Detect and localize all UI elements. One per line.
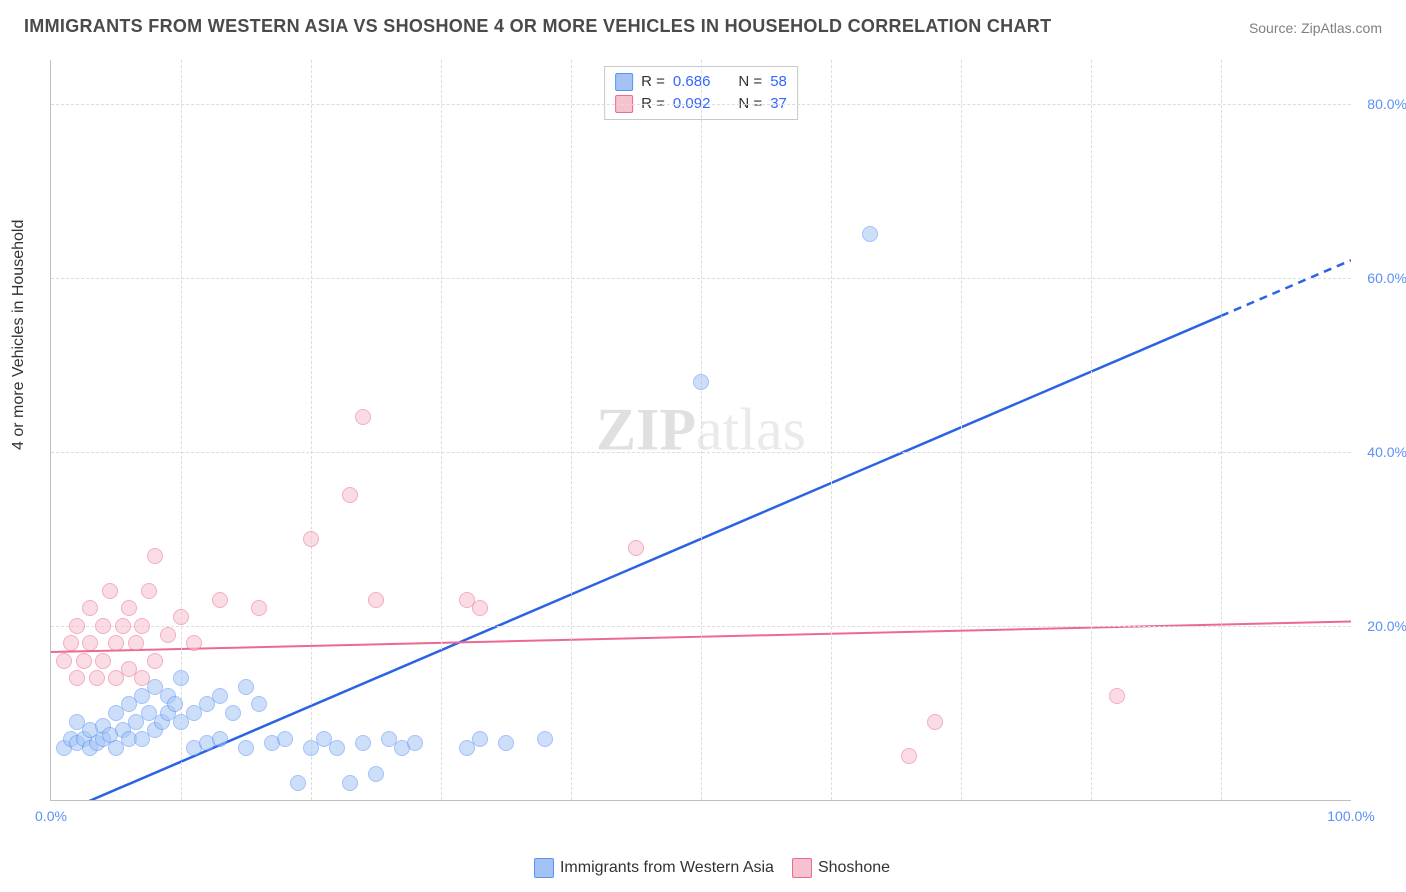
y-tick-label: 80.0% (1367, 96, 1406, 112)
scatter-point (160, 627, 176, 643)
scatter-point (537, 731, 553, 747)
scatter-point (498, 735, 514, 751)
scatter-point (1109, 688, 1125, 704)
scatter-point (212, 731, 228, 747)
scatter-point (927, 714, 943, 730)
scatter-point (76, 653, 92, 669)
scatter-point (407, 735, 423, 751)
grid-vertical (701, 60, 702, 800)
scatter-point (303, 531, 319, 547)
grid-vertical (1091, 60, 1092, 800)
scatter-point (95, 618, 111, 634)
legend-n-value: 58 (770, 71, 787, 93)
scatter-point (342, 775, 358, 791)
scatter-point (368, 766, 384, 782)
scatter-point (238, 679, 254, 695)
scatter-point (186, 635, 202, 651)
scatter-point (147, 653, 163, 669)
grid-vertical (831, 60, 832, 800)
scatter-point (141, 583, 157, 599)
legend-r-label: R = (641, 71, 665, 93)
scatter-point (251, 600, 267, 616)
scatter-point (342, 487, 358, 503)
scatter-point (355, 735, 371, 751)
scatter-point (167, 696, 183, 712)
y-tick-label: 40.0% (1367, 444, 1406, 460)
scatter-point (82, 600, 98, 616)
source-prefix: Source: (1249, 20, 1301, 36)
scatter-point (368, 592, 384, 608)
scatter-point (901, 748, 917, 764)
scatter-point (134, 618, 150, 634)
scatter-point (693, 374, 709, 390)
grid-vertical (1221, 60, 1222, 800)
scatter-point (173, 609, 189, 625)
scatter-point (128, 635, 144, 651)
scatter-point (108, 635, 124, 651)
grid-horizontal (51, 452, 1351, 453)
grid-vertical (571, 60, 572, 800)
scatter-point (63, 635, 79, 651)
scatter-point (238, 740, 254, 756)
legend-r-value: 0.686 (673, 71, 711, 93)
y-tick-label: 60.0% (1367, 270, 1406, 286)
grid-horizontal (51, 104, 1351, 105)
legend-label: Immigrants from Western Asia (560, 859, 774, 876)
source-name: ZipAtlas.com (1301, 20, 1382, 36)
legend-label: Shoshone (818, 859, 890, 876)
scatter-point (628, 540, 644, 556)
scatter-point (290, 775, 306, 791)
plot-area: ZIPatlas R = 0.686N = 58R = 0.092N = 37 … (50, 60, 1351, 801)
scatter-point (95, 653, 111, 669)
legend-swatch (615, 73, 633, 91)
scatter-point (173, 670, 189, 686)
grid-horizontal (51, 626, 1351, 627)
scatter-point (212, 592, 228, 608)
scatter-point (251, 696, 267, 712)
legend-n-label: N = (738, 71, 762, 93)
scatter-point (56, 653, 72, 669)
grid-vertical (181, 60, 182, 800)
grid-vertical (961, 60, 962, 800)
grid-vertical (441, 60, 442, 800)
scatter-point (472, 600, 488, 616)
scatter-point (225, 705, 241, 721)
source-attribution: Source: ZipAtlas.com (1249, 20, 1382, 36)
x-tick-label: 0.0% (35, 808, 67, 824)
scatter-point (89, 670, 105, 686)
legend-swatch (792, 858, 812, 878)
scatter-point (134, 670, 150, 686)
scatter-point (147, 548, 163, 564)
y-axis-label: 4 or more Vehicles in Household (10, 220, 28, 450)
series-legend: Immigrants from Western Asia Shoshone (0, 858, 1406, 878)
scatter-point (121, 600, 137, 616)
y-tick-label: 20.0% (1367, 618, 1406, 634)
grid-horizontal (51, 278, 1351, 279)
scatter-point (862, 226, 878, 242)
scatter-point (102, 583, 118, 599)
x-tick-label: 100.0% (1327, 808, 1374, 824)
trend-line-dashed (1221, 260, 1351, 316)
scatter-point (82, 635, 98, 651)
scatter-point (472, 731, 488, 747)
scatter-point (69, 670, 85, 686)
scatter-point (277, 731, 293, 747)
trend-line (51, 316, 1221, 800)
grid-vertical (311, 60, 312, 800)
scatter-point (115, 618, 131, 634)
chart-title: IMMIGRANTS FROM WESTERN ASIA VS SHOSHONE… (24, 16, 1051, 37)
scatter-point (355, 409, 371, 425)
scatter-point (69, 618, 85, 634)
legend-swatch (534, 858, 554, 878)
scatter-point (329, 740, 345, 756)
scatter-point (212, 688, 228, 704)
